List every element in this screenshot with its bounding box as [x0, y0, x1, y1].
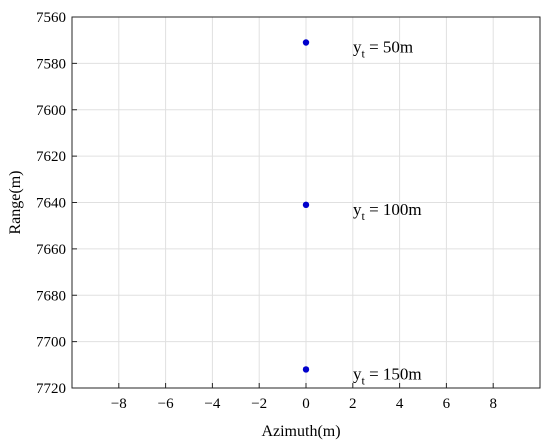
- point-annotation: yt = 100m: [353, 200, 422, 223]
- x-tick-label: 0: [302, 396, 310, 412]
- point-annotation: yt = 150m: [353, 364, 422, 387]
- x-tick-label: 8: [489, 396, 497, 412]
- data-point: [302, 39, 310, 46]
- y-tick-label: 7680: [36, 288, 66, 304]
- y-tick-label: 7560: [36, 10, 66, 26]
- x-tick-label: −8: [111, 396, 127, 412]
- y-tick-label: 7640: [36, 196, 66, 212]
- y-tick-label: 7660: [36, 242, 66, 258]
- x-tick-label: −2: [251, 396, 267, 412]
- x-tick-label: −4: [204, 396, 220, 412]
- point-layer: [302, 39, 310, 373]
- tick-layer: −8 −6 −4 −2 0 2 4 6 8 7560 7580 7600 7620 7640 7660 768…: [36, 10, 497, 412]
- data-point: [302, 201, 310, 209]
- x-tick-label: 2: [349, 396, 357, 412]
- annotation-layer: yt = 50m yt = 100m yt = 150m: [353, 38, 422, 388]
- x-tick-label: 4: [396, 396, 404, 412]
- x-tick-label: −6: [158, 396, 174, 412]
- data-point: [302, 366, 310, 373]
- y-tick-label: 7700: [36, 335, 66, 351]
- y-tick-label: 7600: [36, 103, 66, 119]
- y-tick-label: 7720: [36, 381, 66, 397]
- y-tick-label: 7580: [36, 56, 66, 72]
- x-tick-label: 6: [443, 396, 451, 412]
- y-tick-label: 7620: [36, 149, 66, 165]
- y-axis-label: Range(m): [7, 171, 24, 235]
- x-axis-label: Azimuth(m): [261, 423, 340, 440]
- point-annotation: yt = 50m: [353, 38, 413, 61]
